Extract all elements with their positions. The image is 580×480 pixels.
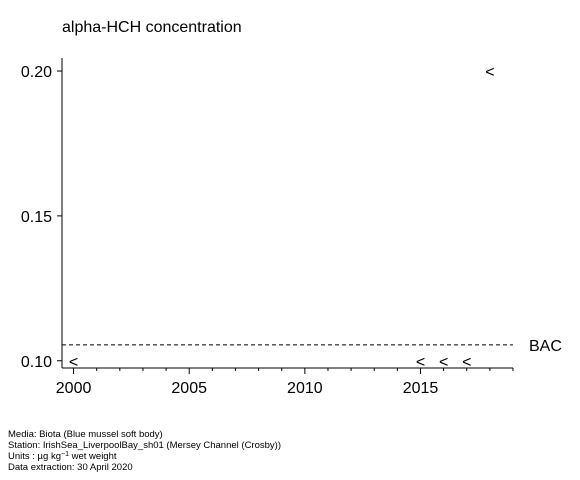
- footer-units-prefix: Units : µg kg: [8, 451, 61, 462]
- data-point-marker: <: [69, 354, 78, 371]
- reference-line-label: BAC: [529, 338, 562, 355]
- chart-plot: 0.10 0.15 0.20 2000 2005 2010 2015 BAC < < < < <: [21, 58, 562, 397]
- y-tick-label: 0.15: [21, 209, 52, 226]
- footer-extraction: Data extraction: 30 April 2020: [8, 462, 133, 473]
- chart-title: alpha-HCH concentration: [62, 19, 242, 36]
- footer-media: Media: Biota (Blue mussel soft body): [8, 429, 163, 440]
- footer-station: Station: IrishSea_LiverpoolBay_sh01 (Mer…: [8, 440, 281, 451]
- x-tick-label: 2005: [171, 380, 207, 397]
- y-tick-label: 0.20: [21, 64, 52, 81]
- data-point-marker: <: [439, 354, 448, 371]
- data-point-marker: <: [462, 354, 471, 371]
- chart-footer: Media: Biota (Blue mussel soft body) Sta…: [8, 429, 281, 473]
- data-point-marker: <: [416, 354, 425, 371]
- footer-units-suffix: wet weight: [68, 451, 117, 462]
- y-tick-label: 0.10: [21, 354, 52, 371]
- x-tick-label: 2015: [403, 380, 439, 397]
- x-tick-label: 2000: [56, 380, 92, 397]
- data-point-marker: <: [485, 64, 494, 81]
- footer-units: Units : µg kg−1 wet weight: [8, 451, 281, 462]
- footer-units-exponent: −1: [61, 451, 69, 458]
- x-tick-label: 2010: [287, 380, 323, 397]
